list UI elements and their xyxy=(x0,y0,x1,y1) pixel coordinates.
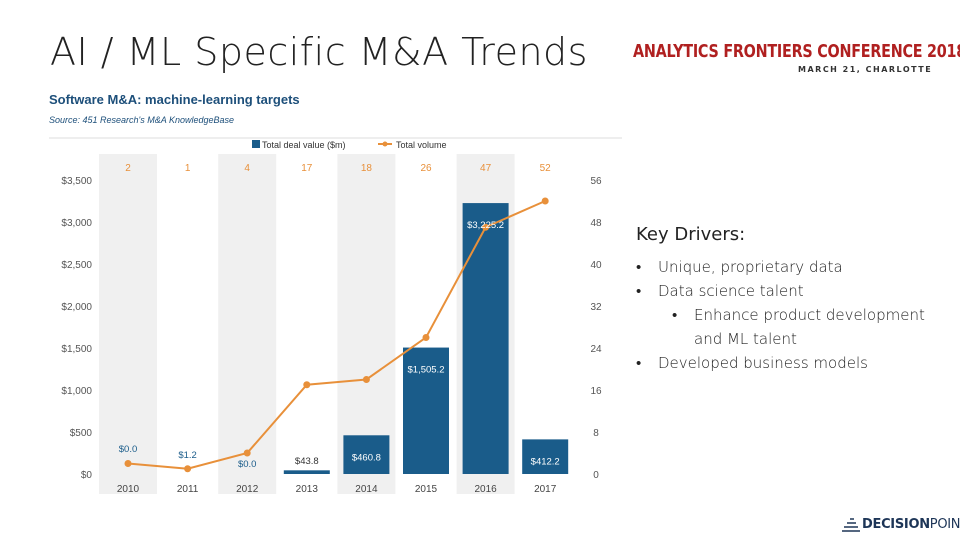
y-left-tick-label: $2,000 xyxy=(61,302,92,313)
x-tick-label: 2012 xyxy=(236,484,259,495)
bar xyxy=(522,439,569,474)
key-drivers: Key Drivers: Unique, proprietary data Da… xyxy=(636,224,936,375)
chart-source: Source: 451 Research's M&A KnowledgeBase xyxy=(49,115,234,125)
legend-swatch-bar xyxy=(252,140,260,148)
volume-count-label: 18 xyxy=(361,163,373,174)
key-drivers-heading: Key Drivers: xyxy=(636,224,746,245)
decisionpoint-logo: DECISIONPOINT xyxy=(840,515,960,533)
deal-value-label: $0.0 xyxy=(119,444,138,455)
bar xyxy=(343,435,390,474)
x-tick-label: 2017 xyxy=(534,484,557,495)
volume-point xyxy=(303,381,311,389)
volume-point xyxy=(422,334,430,341)
chart-title: Software M&A: machine-learning targets xyxy=(49,92,300,107)
deal-value-label: $460.8 xyxy=(352,452,381,463)
key-drivers-list: Unique, proprietary data Data science ta… xyxy=(636,255,936,375)
volume-point xyxy=(243,449,251,457)
volume-count-label: 4 xyxy=(244,163,250,174)
deal-value-label: $0.0 xyxy=(238,459,257,470)
x-tick-label: 2014 xyxy=(355,484,378,495)
driver-item: Developed business models xyxy=(636,351,936,375)
y-right-tick-label: 16 xyxy=(590,386,602,397)
volume-point xyxy=(184,465,192,473)
legend-label: Total volume xyxy=(396,140,447,150)
bar xyxy=(403,347,449,474)
x-tick-label: 2016 xyxy=(474,484,497,495)
volume-count-label: 2 xyxy=(125,163,131,174)
y-left-tick-label: $3,500 xyxy=(61,176,92,187)
driver-item: Unique, proprietary data xyxy=(636,255,936,279)
decisionpoint-logo-icon xyxy=(842,518,860,532)
conference-banner: ANALYTICS FRONTIERS CONFERENCE 2018 MARC… xyxy=(633,42,960,74)
deal-value-label: $1,505.2 xyxy=(408,365,445,376)
volume-point xyxy=(124,460,132,467)
volume-count-label: 52 xyxy=(540,163,552,174)
conference-name: ANALYTICS FRONTIERS CONFERENCE 2018 xyxy=(633,42,960,62)
y-right-tick-label: 0 xyxy=(593,470,599,481)
volume-point xyxy=(482,223,490,231)
y-right-tick-label: 24 xyxy=(590,344,602,355)
y-right-tick-label: 56 xyxy=(590,176,602,187)
x-tick-label: 2013 xyxy=(296,484,319,495)
conference-date: MARCH 21, CHARLOTTE xyxy=(798,65,933,74)
y-right-tick-label: 40 xyxy=(590,260,602,271)
y-right-tick-label: 32 xyxy=(590,302,602,313)
volume-point xyxy=(362,376,370,383)
y-left-tick-label: $1,500 xyxy=(61,344,92,355)
category-band xyxy=(218,154,277,494)
y-right-tick-label: 48 xyxy=(590,218,602,229)
y-left-tick-label: $1,000 xyxy=(61,386,92,397)
volume-line xyxy=(127,200,546,470)
y-left-tick-label: $2,500 xyxy=(61,260,92,271)
category-band xyxy=(99,154,157,494)
driver-item: Data science talent xyxy=(636,279,936,303)
volume-point xyxy=(541,197,549,205)
y-right-tick-label: 8 xyxy=(593,428,599,439)
deal-value-label: $3,225.2 xyxy=(467,220,504,231)
slide-title: AI / ML Specific M&A Trends xyxy=(50,30,588,74)
chart-legend: Total deal value ($m) Total volume xyxy=(252,140,447,150)
y-left-tick-label: $0 xyxy=(81,470,93,481)
x-tick-label: 2011 xyxy=(177,484,199,495)
volume-count-label: 26 xyxy=(420,163,432,174)
y-left-tick-label: $3,000 xyxy=(61,218,92,229)
y-left-tick-label: $500 xyxy=(70,428,93,439)
deal-value-label: $1.2 xyxy=(178,450,197,461)
volume-count-label: 17 xyxy=(301,163,313,174)
bar xyxy=(283,470,330,474)
legend-label: Total deal value ($m) xyxy=(262,140,346,150)
x-tick-label: 2015 xyxy=(415,484,438,495)
deal-value-label: $43.8 xyxy=(295,456,319,467)
driver-subitem: Enhance product development and ML talen… xyxy=(636,303,936,351)
volume-count-label: 47 xyxy=(480,163,492,174)
x-tick-label: 2010 xyxy=(117,484,140,495)
legend-swatch-marker xyxy=(382,141,388,147)
bar xyxy=(462,203,509,475)
decisionpoint-logo-text: DECISIONPOINT xyxy=(862,516,960,532)
volume-count-label: 1 xyxy=(185,163,191,174)
deal-value-label: $412.2 xyxy=(531,456,560,467)
